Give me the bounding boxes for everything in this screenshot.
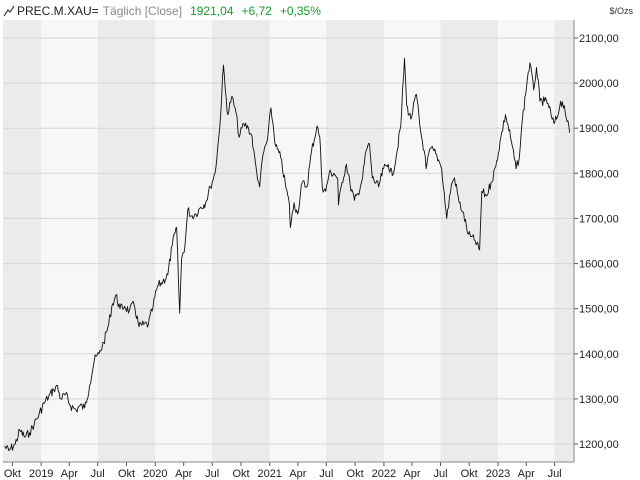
last-price: 1921,04 — [190, 4, 234, 18]
x-tick-label: Jul — [319, 468, 333, 480]
time-band — [12, 20, 42, 462]
time-band — [498, 20, 527, 462]
x-tick-label: 2021 — [257, 468, 281, 480]
price-change: +6,72 — [241, 4, 272, 18]
time-band — [383, 20, 412, 462]
y-tick-label: 2100,00 — [579, 33, 619, 45]
price-change-percent: +0,35% — [279, 4, 321, 18]
time-band — [326, 20, 356, 462]
time-band — [212, 20, 241, 462]
plot-background — [3, 20, 574, 462]
y-axis: 1200,00 1300,00 1400,00 1500,00 1600,00 1700,… — [573, 20, 619, 462]
time-band — [97, 20, 127, 462]
x-tick-label: 2020 — [143, 468, 167, 480]
y-tick-label: 2000,00 — [579, 78, 619, 90]
grid-lines — [3, 37, 574, 445]
x-tick-label: Okt — [347, 468, 364, 480]
chart-line-icon[interactable] — [3, 5, 15, 17]
x-tick-label: Jul — [205, 468, 219, 480]
time-band — [3, 20, 13, 462]
time-band — [412, 20, 441, 462]
time-band — [126, 20, 156, 462]
x-tick-label: Okt — [118, 468, 135, 480]
y-axis-unit: $/Ozs — [609, 6, 633, 16]
x-tick-label: 2023 — [486, 468, 510, 480]
gold-price-series — [4, 57, 571, 452]
x-tick-label: Apr — [175, 468, 192, 480]
y-tick-label: 1200,00 — [579, 439, 619, 451]
x-axis: Okt 2019 Apr Jul Okt 2020 Apr Jul Okt 2021 Apr Jul O… — [3, 461, 574, 480]
time-band — [554, 20, 574, 462]
x-tick-label: 2022 — [372, 468, 396, 480]
time-band — [469, 20, 498, 462]
time-band — [69, 20, 98, 462]
y-tick-label: 1300,00 — [579, 394, 619, 406]
time-band — [269, 20, 298, 462]
price-line — [4, 57, 571, 452]
y-tick-label: 1800,00 — [579, 168, 619, 180]
y-tick-label: 1700,00 — [579, 213, 619, 225]
x-tick-label: Apr — [403, 468, 420, 480]
time-band — [155, 20, 184, 462]
x-tick-label: Jul — [91, 468, 105, 480]
x-tick-label: Okt — [4, 468, 21, 480]
y-tick-label: 1600,00 — [579, 259, 619, 271]
y-tick-label: 1900,00 — [579, 123, 619, 135]
time-band — [526, 20, 555, 462]
time-band — [183, 20, 213, 462]
x-tick-label: Jul — [433, 468, 447, 480]
time-band — [355, 20, 384, 462]
y-tick-label: 1500,00 — [579, 304, 619, 316]
x-tick-label: Okt — [232, 468, 249, 480]
time-band — [241, 20, 270, 462]
instrument-symbol[interactable]: PREC.M.XAU= — [17, 4, 99, 18]
time-band — [41, 20, 70, 462]
quote-header: PREC.M.XAU= Täglich [Close] 1921,04 +6,7… — [3, 2, 325, 20]
interval-mode[interactable]: Täglich [Close] — [102, 4, 183, 18]
time-band — [297, 20, 327, 462]
x-tick-label: 2019 — [29, 468, 53, 480]
x-tick-label: Okt — [461, 468, 478, 480]
time-band — [440, 20, 470, 462]
y-tick-label: 1400,00 — [579, 349, 619, 361]
x-tick-label: Jul — [548, 468, 562, 480]
x-tick-label: Apr — [518, 468, 535, 480]
x-tick-label: Apr — [61, 468, 78, 480]
x-tick-label: Apr — [289, 468, 306, 480]
